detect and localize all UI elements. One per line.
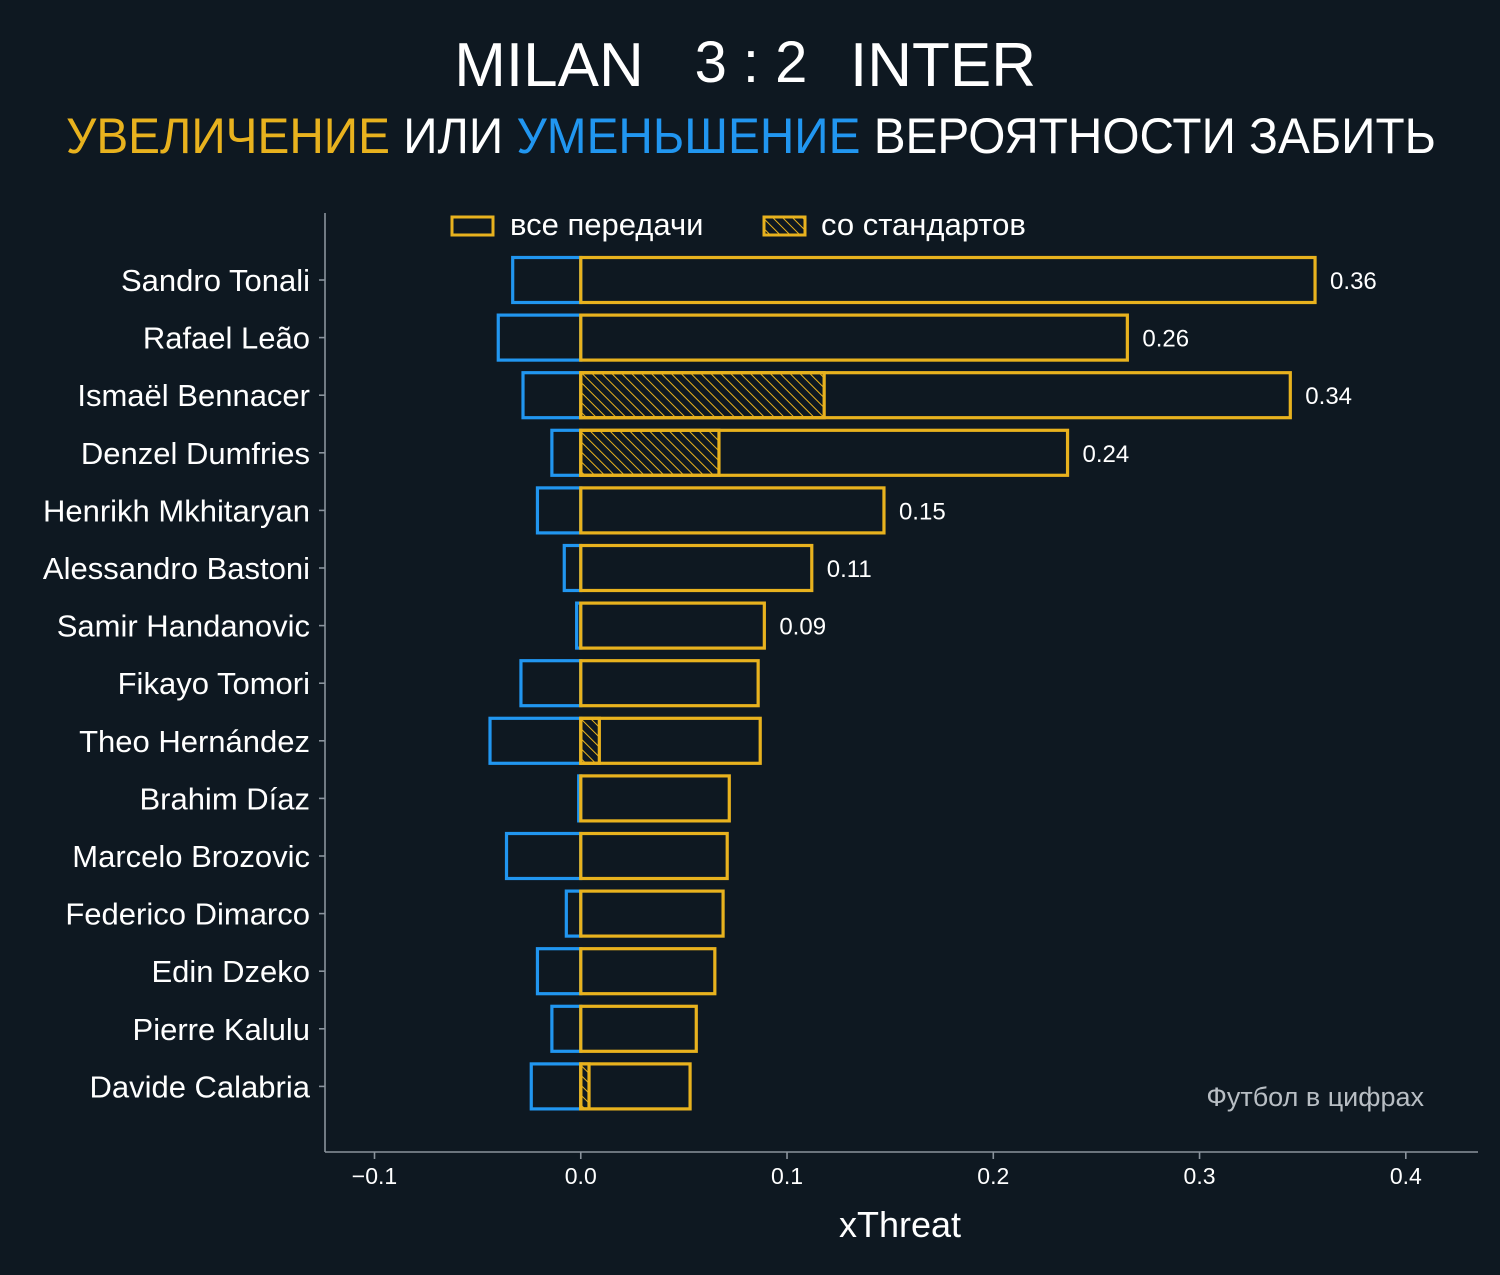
bar-positive: [579, 1004, 698, 1053]
bar-negative: [511, 255, 583, 305]
legend-swatch-set-pieces: [762, 215, 807, 237]
bar-negative: [488, 716, 583, 765]
value-label: 0.24: [1083, 441, 1130, 468]
score-title: 3 : 2: [695, 30, 808, 95]
category-label: Brahim Díaz: [139, 781, 310, 816]
category-label: Marcelo Brozovic: [72, 839, 310, 874]
bars-layer: 0.36 0.26 0.34 0.24 0.15 0.11 0.09: [488, 255, 1377, 1111]
away-team-title: INTER: [850, 31, 1036, 100]
bar-positive: [579, 947, 717, 996]
category-label: Theo Hernández: [79, 724, 310, 759]
subtitle-increase: УВЕЛИЧЕНИЕ: [66, 108, 390, 164]
subtitle-probability: ВЕРОЯТНОСТИ ЗАБИТЬ: [860, 108, 1436, 164]
bar-set-pieces: [579, 716, 601, 765]
bar-positive: [579, 313, 1129, 362]
bar-negative: [529, 1062, 583, 1111]
bar-positive: [579, 255, 1317, 305]
bar-positive: [579, 601, 766, 650]
x-tick-label: 0.2: [977, 1163, 1009, 1189]
bar-negative: [519, 659, 583, 708]
bar-set-pieces: [579, 371, 826, 420]
bar-negative: [504, 831, 583, 881]
bar-set-pieces: [579, 428, 721, 477]
bar-positive: [579, 659, 760, 708]
legend-label-all: все передачи: [510, 207, 703, 242]
bar-positive: [579, 486, 886, 535]
x-axis-title: xThreat: [839, 1204, 961, 1245]
bar-positive: [579, 1062, 692, 1111]
category-label: Fikayo Tomori: [118, 666, 310, 701]
bar-negative: [550, 1004, 583, 1053]
value-label: 0.11: [827, 556, 872, 583]
value-label: 0.26: [1142, 326, 1189, 353]
value-label: 0.36: [1330, 268, 1377, 295]
watermark: Футбол в цифрах: [1206, 1082, 1424, 1112]
category-label: Alessandro Bastoni: [43, 551, 310, 586]
x-ticks: −0.1 0.0 0.1 0.2 0.3 0.4: [352, 1152, 1422, 1189]
bar-negative: [564, 889, 583, 938]
x-tick-label: −0.1: [352, 1163, 397, 1189]
category-label: Samir Handanovic: [57, 609, 310, 644]
value-label: 0.09: [779, 614, 826, 641]
bar-positive: [579, 774, 731, 823]
bar-positive: [579, 716, 762, 765]
bar-negative: [562, 543, 583, 593]
legend: все передачи со стандартов: [450, 207, 1026, 242]
category-label: Edin Dzeko: [151, 954, 310, 989]
category-label: Federico Dimarco: [65, 897, 310, 932]
category-label: Pierre Kalulu: [133, 1012, 310, 1047]
bar-positive: [579, 889, 725, 938]
subtitle-or: ИЛИ: [390, 108, 516, 164]
value-label: 0.34: [1305, 383, 1352, 410]
category-label: Davide Calabria: [89, 1069, 310, 1104]
bar-positive: [579, 428, 1070, 477]
legend-swatch-all: [450, 215, 495, 237]
subtitle: УВЕЛИЧЕНИЕ ИЛИ УМЕНЬШЕНИЕ ВЕРОЯТНОСТИ ЗА…: [66, 108, 1436, 164]
bar-negative: [496, 313, 583, 362]
category-labels: Sandro Tonali Rafael Leão Ismaël Bennacer D…: [43, 263, 325, 1104]
value-label: 0.15: [899, 498, 946, 525]
x-tick-label: 0.4: [1390, 1163, 1422, 1189]
bar-positive: [579, 371, 1292, 420]
x-tick-label: 0.0: [565, 1163, 597, 1189]
subtitle-decrease: УМЕНЬШЕНИЕ: [516, 108, 860, 164]
bar-negative: [550, 428, 583, 477]
category-label: Denzel Dumfries: [81, 436, 310, 471]
category-label: Rafael Leão: [143, 321, 310, 356]
x-tick-label: 0.1: [771, 1163, 803, 1189]
bar-negative: [535, 486, 583, 535]
legend-label-set-pieces: со стандартов: [821, 207, 1026, 242]
category-label: Ismaël Bennacer: [77, 378, 310, 413]
category-label: Henrikh Mkhitaryan: [43, 493, 310, 528]
bar-positive: [579, 831, 729, 881]
bar-negative: [535, 947, 583, 996]
home-team-title: MILAN: [454, 31, 643, 100]
bar-negative: [521, 371, 583, 420]
category-label: Sandro Tonali: [121, 263, 310, 298]
bar-positive: [579, 543, 814, 593]
x-tick-label: 0.3: [1184, 1163, 1216, 1189]
